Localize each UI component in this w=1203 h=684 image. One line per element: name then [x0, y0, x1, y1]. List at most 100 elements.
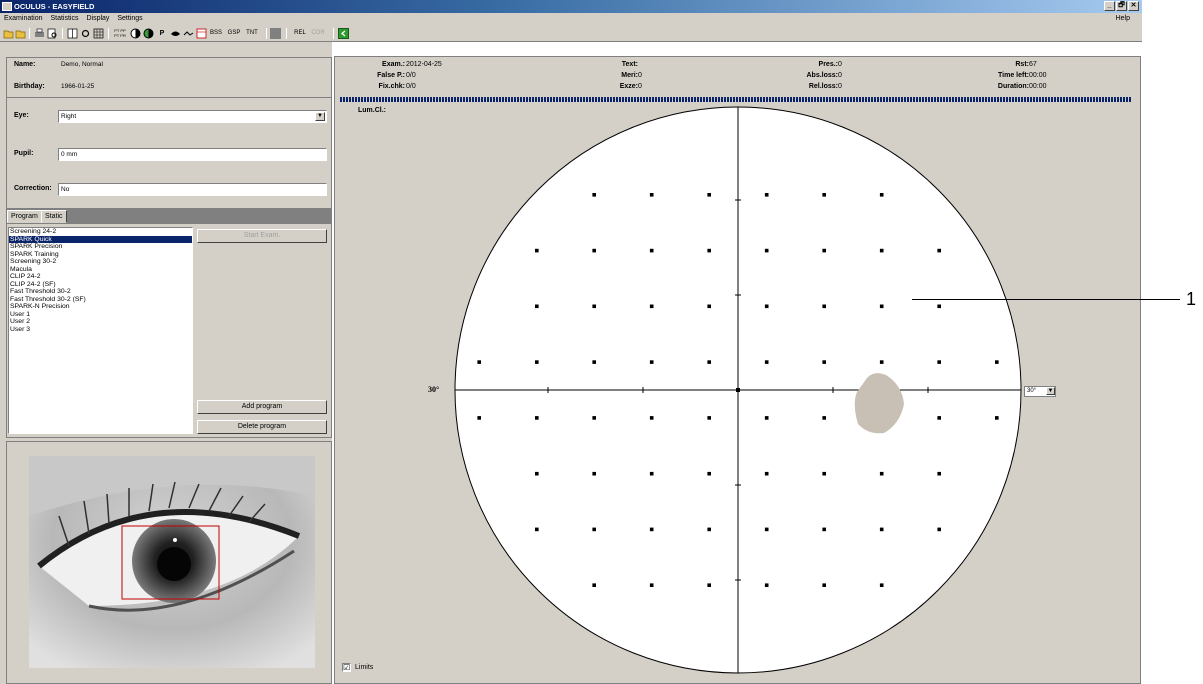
menu-settings[interactable]: Settings — [117, 15, 143, 22]
menu-examination[interactable]: Examination — [4, 15, 43, 22]
menu-help[interactable]: Help — [1115, 15, 1130, 22]
list-item[interactable]: Fast Threshold 30-2 — [10, 288, 71, 295]
menu-bar: Examination Statistics Display Settings … — [0, 13, 1142, 25]
test-point — [649, 471, 654, 476]
chevron-down-icon[interactable]: ▼ — [315, 112, 325, 121]
print-icon[interactable] — [34, 28, 45, 39]
cor-button[interactable]: COR — [311, 30, 325, 36]
test-point — [649, 416, 654, 420]
test-point — [822, 583, 826, 587]
test-point — [707, 360, 711, 364]
test-point — [592, 193, 596, 197]
tnt-button[interactable]: TNT — [246, 30, 258, 36]
field-color-icon[interactable] — [143, 28, 154, 39]
rst-label: Rst: — [1015, 61, 1029, 68]
test-point — [764, 583, 769, 587]
list-item[interactable]: Fast Threshold 30-2 (SF) — [10, 295, 86, 303]
probability-icon[interactable]: P — [159, 30, 165, 37]
list-item[interactable]: SPARK-N Precision — [10, 303, 70, 310]
curve-icon[interactable] — [183, 28, 194, 39]
test-point — [592, 416, 596, 420]
test-point — [879, 304, 884, 309]
test-point — [822, 527, 826, 532]
test-point — [822, 193, 826, 197]
gsp-button[interactable]: GSP — [227, 30, 241, 36]
pt-pp-icon[interactable]: PT PP PT PR — [114, 28, 126, 38]
open-folder-icon[interactable] — [3, 28, 14, 39]
test-point — [764, 416, 769, 420]
print-preview-icon[interactable] — [47, 28, 58, 39]
test-point — [764, 360, 769, 364]
limits-checkbox[interactable]: ☑ — [342, 663, 351, 672]
callout-number: 1 — [1186, 289, 1197, 309]
test-point — [592, 360, 596, 364]
list-item[interactable]: User 2 — [10, 318, 31, 325]
test-point — [937, 360, 941, 364]
test-point — [535, 471, 539, 476]
menu-statistics[interactable]: Statistics — [50, 15, 79, 22]
limits-label: Limits — [355, 664, 374, 671]
exze-label: Exze: — [619, 83, 638, 90]
exam-progress-bar — [340, 97, 1131, 102]
test-point — [937, 471, 941, 476]
tab-program[interactable]: Program — [7, 210, 42, 223]
add-program-button[interactable]: Add program — [197, 400, 327, 414]
pupil-label: Pupil: — [14, 150, 34, 157]
pres-label: Pres.: — [818, 61, 838, 68]
list-item[interactable]: Screening 24-2 — [10, 228, 57, 235]
callout-line — [912, 299, 1180, 300]
test-point — [535, 416, 539, 420]
grid-icon[interactable] — [93, 28, 104, 39]
close-button[interactable]: ✕ — [1128, 1, 1139, 11]
list-item-selected[interactable]: SPARK Quick — [9, 235, 192, 243]
grey-mode-icon[interactable] — [270, 28, 281, 39]
test-point — [822, 360, 826, 364]
program-list[interactable]: Screening 24-2 SPARK Quick SPARK Precisi… — [8, 227, 193, 434]
list-item[interactable]: User 1 — [10, 310, 31, 318]
eye-select[interactable]: Right ▼ — [58, 110, 327, 123]
delete-program-button[interactable]: Delete program — [197, 420, 327, 434]
time-left-label: Time left: — [998, 72, 1029, 79]
false-p-value: 0/0 — [406, 72, 416, 79]
pupil-input[interactable]: 0 mm — [58, 148, 327, 161]
menu-display[interactable]: Display — [86, 15, 110, 22]
bss-button[interactable]: BSS — [209, 30, 222, 36]
time-left-value: 00:00 — [1029, 72, 1047, 79]
zoom-select[interactable]: 30° ▼ — [1024, 386, 1056, 397]
list-item[interactable]: User 3 — [10, 325, 31, 333]
test-point — [477, 360, 481, 364]
list-item[interactable]: SPARK Training — [10, 250, 59, 258]
tab-static[interactable]: Static — [41, 210, 67, 223]
start-exam-button[interactable]: Start Exam. — [197, 229, 327, 243]
test-point — [649, 583, 654, 587]
minimize-button[interactable]: _ — [1104, 1, 1115, 11]
window-title: OCULUS - EASYFIELD — [14, 2, 95, 11]
correction-input[interactable]: No — [58, 183, 327, 196]
field-grey-icon[interactable] — [130, 28, 141, 39]
exit-icon[interactable] — [338, 28, 349, 39]
list-item[interactable]: Screening 30-2 — [10, 258, 57, 265]
test-point — [937, 248, 941, 253]
test-point — [649, 248, 654, 253]
table-icon[interactable] — [196, 28, 207, 39]
test-point — [764, 527, 769, 532]
fix-chk-label: Fix.chk: — [378, 83, 405, 90]
list-item[interactable]: Macula — [10, 265, 32, 273]
open-folder-alt-icon[interactable] — [15, 28, 26, 39]
list-item[interactable]: SPARK Precision — [10, 243, 63, 250]
abs-loss-label: Abs.loss: — [806, 72, 838, 79]
test-point — [477, 416, 481, 420]
test-point — [535, 304, 539, 309]
list-item[interactable]: CLIP 24-2 (SF) — [10, 280, 56, 288]
test-point — [649, 360, 654, 364]
settings-icon[interactable] — [80, 28, 91, 39]
eye-profile-icon[interactable] — [170, 28, 181, 39]
text-label: Text: — [621, 61, 638, 68]
split-view-icon[interactable] — [67, 28, 78, 39]
restore-button[interactable]: 🗗 — [1116, 1, 1127, 11]
chevron-down-icon[interactable]: ▼ — [1046, 387, 1055, 395]
rel-button[interactable]: REL — [294, 30, 306, 36]
test-point — [879, 360, 884, 364]
list-item[interactable]: CLIP 24-2 — [10, 273, 41, 280]
test-point — [764, 193, 769, 197]
